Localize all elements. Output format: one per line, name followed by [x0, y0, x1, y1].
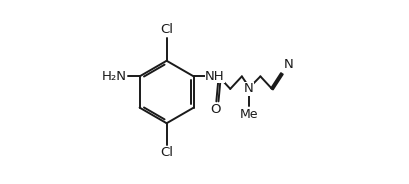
- Text: Me: Me: [239, 108, 257, 121]
- Text: H₂N: H₂N: [102, 70, 127, 83]
- Text: NH: NH: [204, 70, 224, 83]
- Text: Cl: Cl: [160, 23, 173, 36]
- Text: N: N: [283, 58, 293, 71]
- Text: N: N: [243, 82, 253, 95]
- Text: Cl: Cl: [160, 146, 173, 159]
- Text: O: O: [210, 103, 220, 116]
